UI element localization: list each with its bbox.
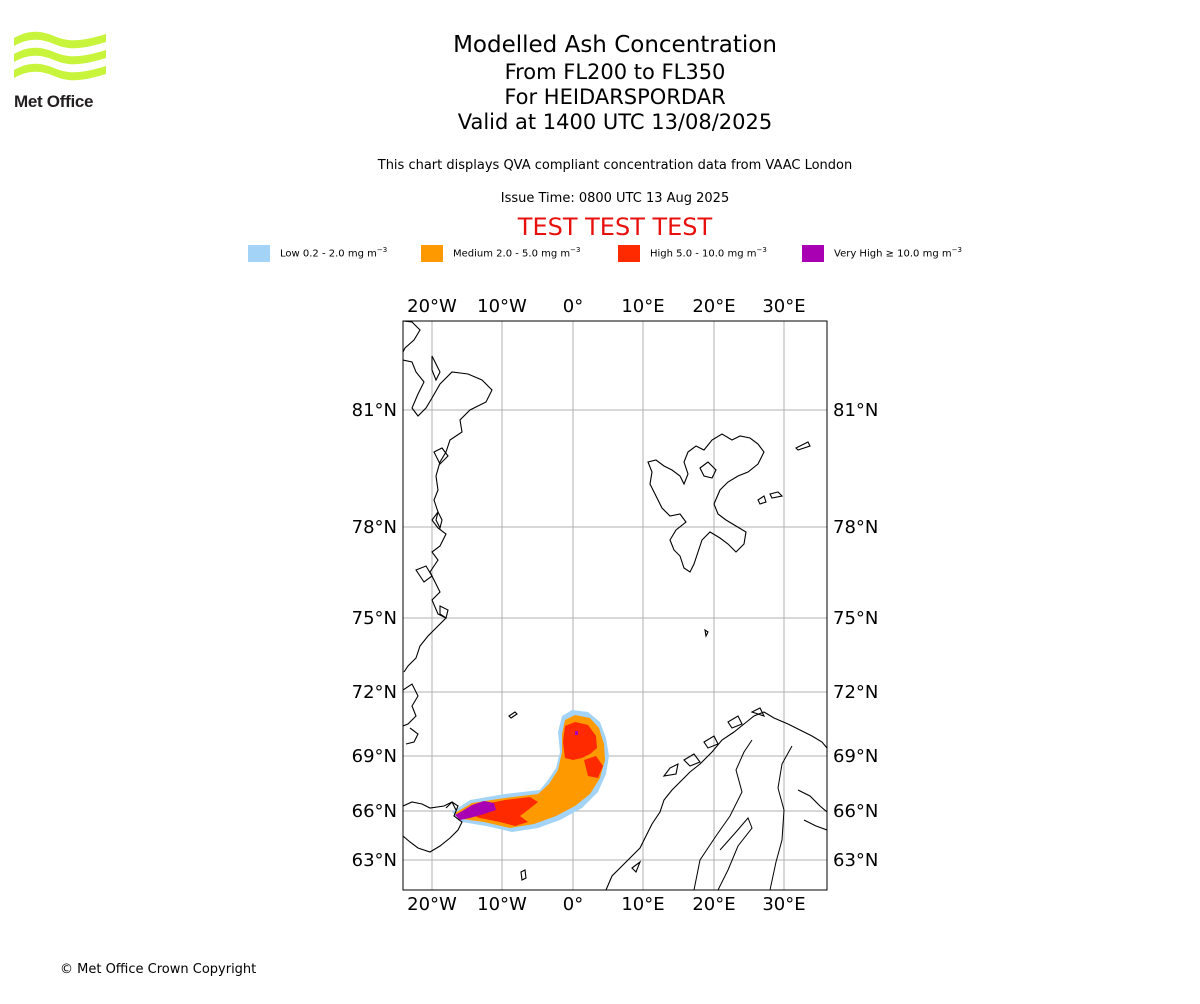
chart-title: Modelled Ash Concentration [453, 32, 777, 58]
legend-label-high: High 5.0 - 10.0 mg m [650, 248, 757, 260]
coastlines [403, 321, 827, 890]
lat-tick-label: 78°N [352, 517, 397, 538]
ash-plume [452, 710, 609, 832]
lat-tick-label: 81°N [352, 400, 397, 421]
logo-text: Met Office [14, 92, 94, 111]
volcano-subtitle: For HEIDARSPORDAR [504, 85, 726, 109]
lat-ticks-left: 81°N 78°N 75°N 72°N 69°N 66°N 63°N [352, 400, 397, 871]
lon-tick-label: 20°E [692, 296, 735, 317]
legend-swatch-very-high [802, 245, 824, 262]
graticule [403, 321, 827, 890]
lat-tick-label: 63°N [352, 850, 397, 871]
met-office-logo: Met Office [14, 30, 110, 112]
legend-unit-exp-very-high: −3 [951, 246, 962, 254]
flight-level-subtitle: From FL200 to FL350 [504, 60, 726, 84]
lat-tick-label: 63°N [833, 850, 878, 871]
legend-unit-exp-low: −3 [376, 246, 388, 254]
lat-tick-label: 78°N [833, 517, 878, 538]
lon-tick-label: 10°E [621, 296, 664, 317]
lon-tick-label: 10°W [477, 894, 527, 915]
legend-unit-exp-medium: −3 [570, 246, 581, 254]
lon-tick-label: 10°E [621, 894, 664, 915]
lon-tick-label: 10°W [477, 296, 527, 317]
legend-swatch-low [248, 245, 270, 262]
lat-tick-label: 69°N [352, 746, 397, 767]
lon-tick-label: 20°W [407, 296, 457, 317]
legend-swatch-high [618, 245, 640, 262]
lat-tick-label: 66°N [833, 801, 878, 822]
legend-swatch-medium [421, 245, 443, 262]
lon-tick-label: 0° [563, 894, 583, 915]
legend-label-medium: Medium 2.0 - 5.0 mg m [453, 248, 571, 260]
lon-tick-label: 0° [563, 296, 583, 317]
lat-tick-label: 72°N [833, 682, 878, 703]
test-banner: TEST TEST TEST [517, 213, 713, 241]
lon-ticks-top: 20°W 10°W 0° 10°E 20°E 30°E [407, 296, 805, 317]
ash-high-region [563, 722, 597, 760]
chart-description: This chart displays QVA compliant concen… [377, 158, 853, 173]
lat-tick-label: 72°N [352, 682, 397, 703]
lat-tick-label: 66°N [352, 801, 397, 822]
lon-ticks-bottom: 20°W 10°W 0° 10°E 20°E 30°E [407, 894, 805, 915]
issue-time: Issue Time: 0800 UTC 13 Aug 2025 [500, 191, 730, 206]
ash-high-region-2 [584, 756, 603, 778]
ash-high-region-3 [462, 797, 538, 826]
copyright-footer: © Met Office Crown Copyright [60, 962, 257, 977]
valid-time-subtitle: Valid at 1400 UTC 13/08/2025 [457, 110, 773, 134]
lat-ticks-right: 81°N 78°N 75°N 72°N 69°N 66°N 63°N [833, 400, 878, 871]
lat-tick-label: 81°N [833, 400, 878, 421]
legend-label-low: Low 0.2 - 2.0 mg m [280, 248, 377, 260]
lon-tick-label: 20°E [692, 894, 735, 915]
lat-tick-label: 75°N [833, 608, 878, 629]
lat-tick-label: 75°N [352, 608, 397, 629]
legend-unit-exp-high: −3 [756, 246, 767, 254]
lat-tick-label: 69°N [833, 746, 878, 767]
lon-tick-label: 30°E [762, 894, 805, 915]
map-frame [402, 320, 828, 891]
lon-tick-label: 30°E [762, 296, 805, 317]
legend-label-very-high: Very High ≥ 10.0 mg m [834, 248, 952, 260]
chart-title-block: Modelled Ash Concentration From FL200 to… [265, 30, 965, 135]
lon-tick-label: 20°W [407, 894, 457, 915]
ash-very-high-region [455, 801, 496, 820]
met-office-waves-icon [14, 31, 106, 81]
